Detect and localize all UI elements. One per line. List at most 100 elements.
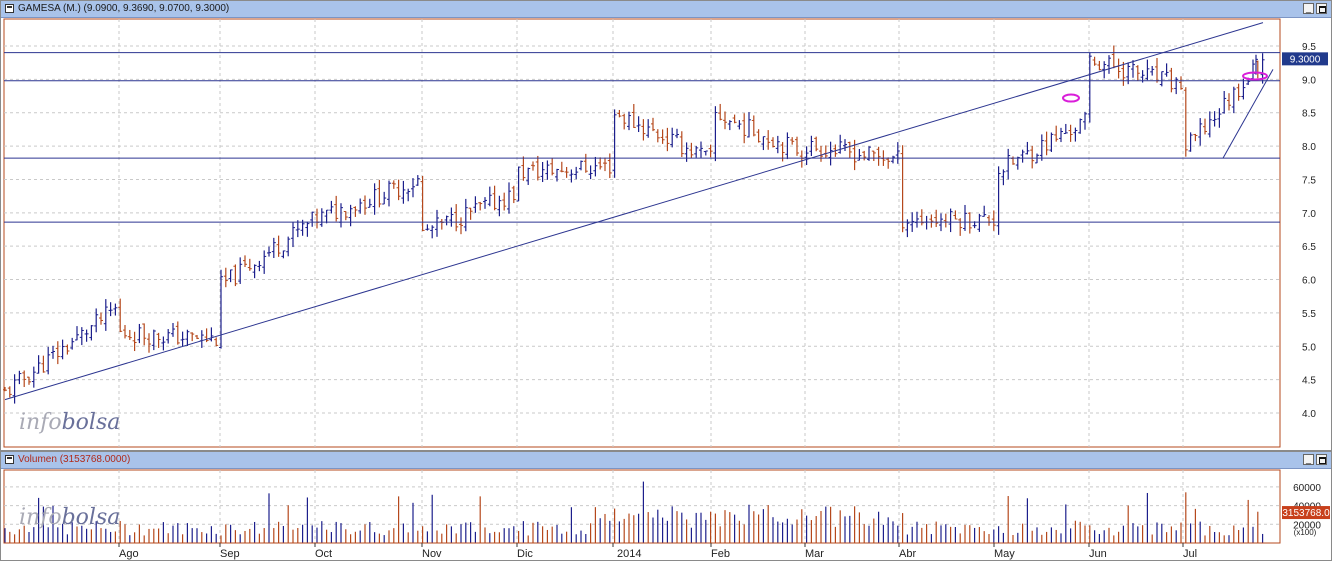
ohlc-bar — [684, 142, 689, 162]
ohlc-bar — [420, 175, 425, 232]
ohlc-bar — [84, 329, 89, 342]
ohlc-bar — [262, 250, 267, 274]
x-tick-label: May — [994, 548, 1015, 560]
ohlc-bar — [915, 211, 919, 228]
ohlc-bar — [1207, 111, 1212, 138]
ohlc-bar — [353, 206, 358, 217]
ohlc-bar — [535, 155, 540, 181]
price-chart-titlebar[interactable]: GAMESA (M.) (9.0900, 9.3690, 9.0700, 9.3… — [1, 1, 1331, 18]
watermark-part2: bolsa — [62, 505, 121, 530]
ohlc-bar — [775, 135, 780, 154]
ohlc-bar — [631, 103, 636, 128]
ohlc-bar — [415, 175, 420, 186]
ohlc-bar — [646, 119, 651, 138]
ohlc-bar — [55, 341, 60, 365]
last-volume-tag — [1282, 506, 1330, 520]
ohlc-bar — [1131, 60, 1135, 78]
ohlc-bar — [468, 207, 473, 220]
ohlc-bar — [238, 257, 243, 284]
ohlc-bar — [156, 332, 161, 348]
ohlc-bar — [747, 112, 751, 138]
y-tick-label: 9.0 — [1302, 75, 1316, 86]
x-tick-label: Feb — [711, 548, 730, 560]
ohlc-bar — [991, 210, 996, 231]
ohlc-bar — [411, 178, 415, 198]
ohlc-bar — [358, 198, 363, 214]
ohlc-bar — [900, 145, 905, 233]
ohlc-bar — [367, 198, 372, 208]
ohlc-bar — [70, 337, 75, 350]
ohlc-bar — [867, 146, 871, 161]
ohlc-bar — [492, 185, 497, 211]
maximize-icon[interactable] — [1316, 454, 1327, 465]
ohlc-bar — [46, 346, 51, 375]
ohlc-bar — [588, 165, 593, 180]
ohlc-bar — [708, 144, 713, 158]
ohlc-bar — [387, 180, 391, 207]
ohlc-bar — [583, 153, 588, 173]
ohlc-bar — [723, 111, 727, 130]
ohlc-bar — [147, 333, 151, 353]
price-chart-title: GAMESA (M.) (9.0900, 9.3690, 9.0700, 9.3… — [18, 3, 230, 14]
volume-unit-label: (x100) — [1294, 528, 1317, 537]
ohlc-bar — [531, 161, 535, 171]
ohlc-bar — [1044, 131, 1049, 156]
ohlc-bar — [1087, 52, 1092, 123]
y-tick-label: 7.5 — [1302, 175, 1316, 186]
maximize-icon[interactable] — [1316, 3, 1327, 14]
last-price-tag-text: 9.3000 — [1290, 54, 1321, 65]
ohlc-bar — [195, 334, 199, 340]
ohlc-bar — [396, 179, 401, 201]
ohlc-bar — [598, 157, 603, 170]
window-icon — [5, 4, 14, 13]
watermark-part1: info — [19, 410, 62, 435]
ohlc-bar — [564, 166, 569, 178]
ohlc-bar — [223, 267, 228, 288]
ohlc-bar — [550, 158, 555, 176]
ohlc-bar — [41, 355, 46, 373]
x-tick-label: Abr — [899, 548, 916, 560]
ohlc-bar — [1203, 118, 1207, 135]
ohlc-bar — [137, 323, 142, 344]
x-tick-label: Dic — [517, 548, 533, 560]
ohlc-bar — [382, 191, 387, 205]
ohlc-bar — [1083, 111, 1087, 130]
ohlc-bar — [17, 370, 22, 385]
ohlc-bar — [1183, 87, 1188, 157]
ohlc-bar — [1150, 65, 1155, 76]
ohlc-bar — [295, 220, 300, 238]
ohlc-bar — [1135, 65, 1140, 81]
volume-y-tick-label: 20000 — [1293, 520, 1321, 531]
ohlc-bar — [65, 344, 70, 355]
ohlc-bar — [876, 146, 881, 166]
ohlc-bar — [329, 200, 334, 214]
y-tick-label: 4.5 — [1302, 376, 1316, 387]
minimize-icon[interactable]: _ — [1303, 3, 1314, 14]
x-tick-label: Mar — [805, 548, 824, 560]
ohlc-bar — [862, 150, 867, 161]
x-tick-label: 2014 — [617, 548, 641, 560]
ohlc-bar — [516, 166, 521, 202]
trendline — [1222, 69, 1274, 159]
ohlc-bar — [103, 299, 108, 331]
ohlc-bar — [1121, 61, 1126, 86]
minimize-icon[interactable]: _ — [1303, 454, 1314, 465]
ohlc-bar — [751, 115, 756, 137]
ohlc-bar — [689, 142, 694, 159]
x-tick-label: Sep — [220, 548, 240, 560]
price-chart: 9.5 9.0 8.5 8.0 7.5 7.0 6.5 6.0 5.5 5.0 4.5 4.0 9.30… — [3, 18, 1328, 448]
ohlc-bar — [166, 329, 171, 344]
ohlc-bar — [651, 117, 655, 132]
ohlc-bar — [579, 160, 583, 171]
ohlc-bar — [127, 329, 132, 340]
ohlc-bar — [761, 136, 766, 151]
ohlc-bar — [406, 188, 411, 202]
ohlc-bar — [617, 109, 622, 118]
ohlc-bar — [1164, 63, 1169, 77]
ohlc-bar — [310, 211, 315, 227]
ohlc-bar — [1092, 56, 1097, 66]
volume-chart-titlebar[interactable]: Volumen (3153768.0000) _ — [1, 452, 1331, 469]
ohlc-bar — [559, 161, 564, 173]
ohlc-bar — [339, 203, 343, 228]
price-chart-window: GAMESA (M.) (9.0900, 9.3690, 9.0700, 9.3… — [0, 0, 1332, 451]
